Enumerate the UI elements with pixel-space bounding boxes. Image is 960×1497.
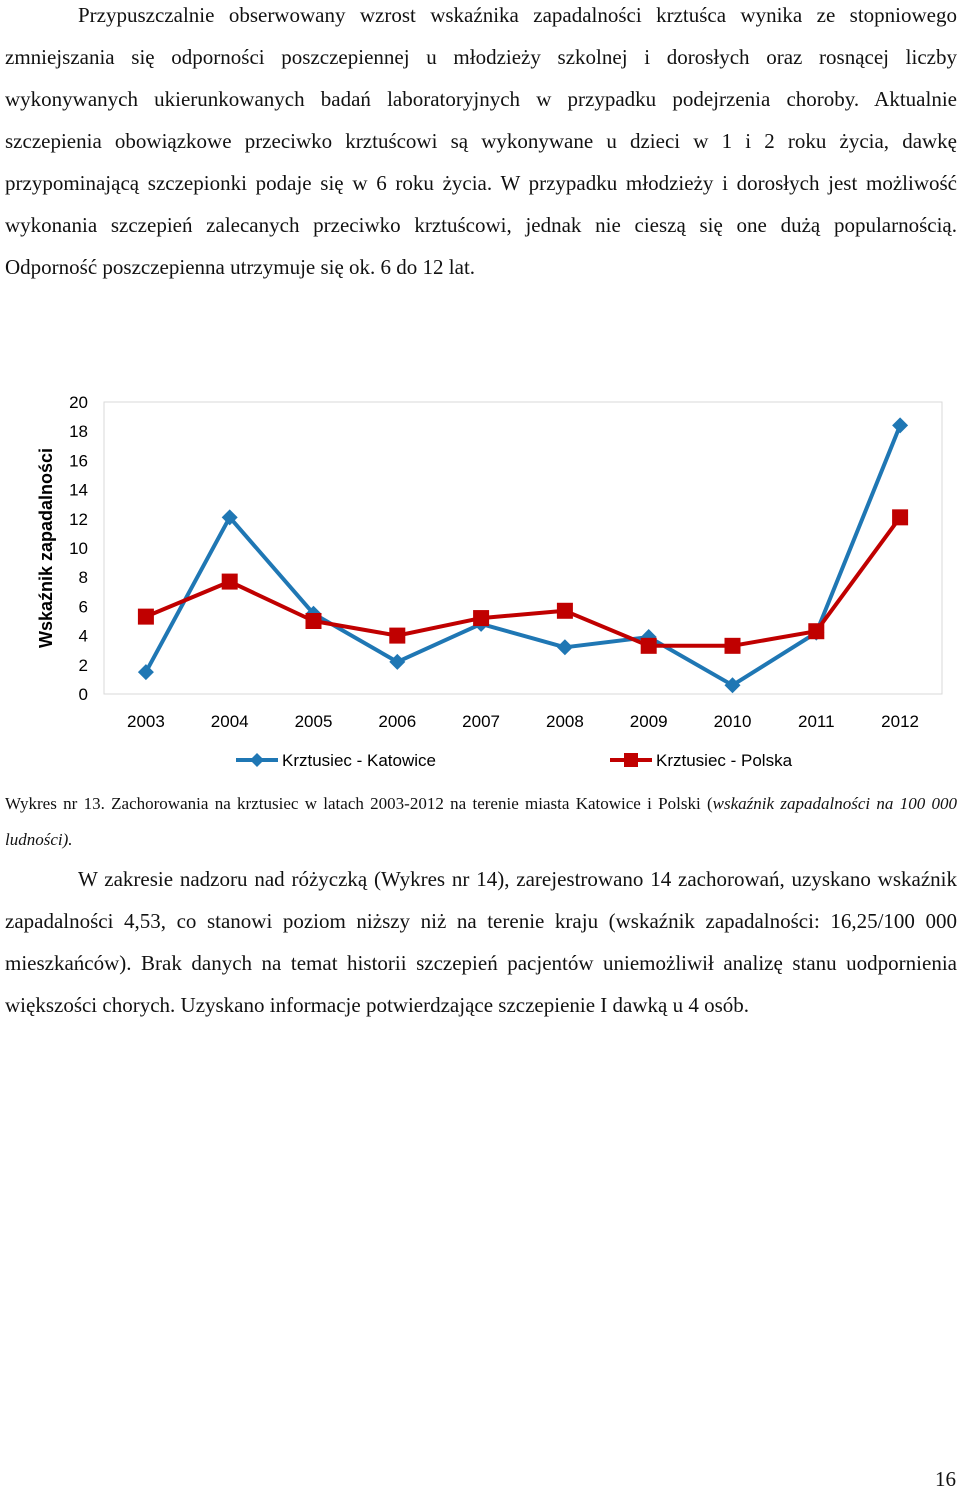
x-tick-label: 2003 bbox=[127, 712, 165, 731]
data-point-2 bbox=[640, 637, 657, 654]
x-tick-label: 2009 bbox=[630, 712, 668, 731]
y-tick-label: 18 bbox=[69, 422, 88, 441]
x-tick-label: 2006 bbox=[378, 712, 416, 731]
y-tick-label: 2 bbox=[79, 656, 88, 675]
data-point-2 bbox=[137, 608, 154, 625]
data-point-2 bbox=[305, 613, 322, 629]
page-number: 16 bbox=[935, 1467, 956, 1491]
series-line-1 bbox=[144, 424, 902, 688]
line-chart: 0 2 4 6 8 10 12 14 16 18 20 2003 2004 2005 2006 2007 200… bbox=[28, 380, 958, 780]
x-tick-label: 2012 bbox=[881, 712, 919, 731]
legend-label-1: Krztusiec - Katowice bbox=[282, 751, 436, 770]
paragraph-2: W zakresie nadzoru nad różyczką (Wykres … bbox=[5, 867, 957, 1017]
y-tick-label: 4 bbox=[79, 627, 88, 646]
y-tick-label: 6 bbox=[79, 597, 88, 616]
figure-caption: Wykres nr 13. Zachorowania na krztusiec … bbox=[5, 786, 957, 858]
legend-label-2: Krztusiec - Polska bbox=[656, 751, 793, 770]
x-tick-label: 2004 bbox=[211, 712, 249, 731]
data-point-2 bbox=[389, 627, 406, 644]
y-tick-label: 10 bbox=[69, 539, 88, 558]
paragraph-1: Przypuszczalnie obserwowany wzrost wskaź… bbox=[5, 3, 957, 279]
chart-svg: 0 2 4 6 8 10 12 14 16 18 20 2003 2004 2005 2006 2007 200… bbox=[36, 393, 943, 770]
series-line-2 bbox=[145, 516, 902, 648]
data-point-1 bbox=[137, 664, 154, 681]
plot-area-frame bbox=[103, 401, 943, 695]
legend-marker-2 bbox=[624, 753, 638, 767]
data-point-2 bbox=[556, 602, 573, 619]
y-tick-label: 14 bbox=[69, 481, 88, 500]
legend-marker-1 bbox=[250, 753, 264, 767]
x-tick-label: 2007 bbox=[462, 712, 500, 731]
y-tick-label: 8 bbox=[79, 568, 88, 587]
y-axis-label: Wskaźnik zapadalności bbox=[36, 448, 56, 648]
y-tick-label: 0 bbox=[79, 685, 88, 704]
data-point-1 bbox=[389, 653, 406, 670]
y-tick-label: 16 bbox=[69, 451, 88, 470]
data-point-1 bbox=[892, 417, 909, 434]
data-point-2 bbox=[724, 637, 741, 654]
y-tick-label: 12 bbox=[69, 510, 88, 529]
data-point-1 bbox=[556, 639, 573, 656]
data-point-1 bbox=[724, 677, 741, 694]
x-tick-label: 2005 bbox=[295, 712, 333, 731]
data-point-2 bbox=[221, 573, 238, 590]
caption-italic-text: wskaźnik zapadalności na 100 000 ludnośc… bbox=[5, 794, 957, 849]
x-tick-label: 2008 bbox=[546, 712, 584, 731]
x-tick-label: 2010 bbox=[714, 712, 752, 731]
data-point-2 bbox=[892, 509, 909, 526]
x-tick-label: 2011 bbox=[798, 712, 835, 731]
data-point-2 bbox=[473, 610, 490, 627]
data-point-2 bbox=[808, 623, 825, 640]
y-tick-label: 20 bbox=[69, 393, 88, 412]
caption-text: Wykres nr 13. Zachorowania na krztusiec … bbox=[5, 794, 713, 813]
